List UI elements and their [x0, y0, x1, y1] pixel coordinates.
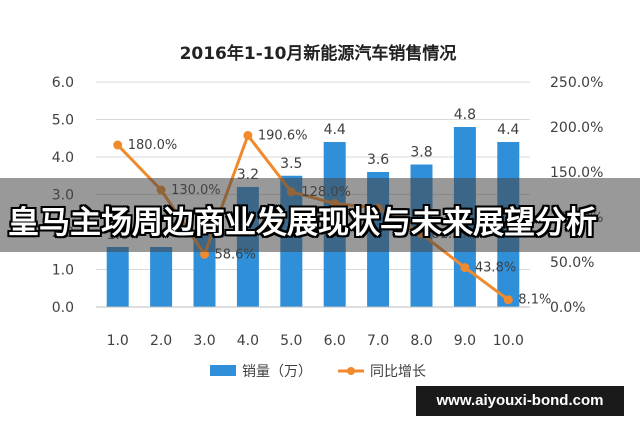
y-right-tick-label: 0.0% [550, 300, 586, 316]
bar-data-label: 3.5 [280, 156, 302, 172]
x-tick-label: 10.0 [493, 333, 524, 349]
line-data-label: 43.8% [475, 261, 516, 276]
bar-data-label: 3.6 [367, 152, 389, 168]
bar-data-label: 4.4 [324, 122, 346, 138]
line-point [503, 295, 513, 305]
x-tick-label: 9.0 [454, 333, 476, 349]
line-point [113, 140, 123, 150]
bar-data-label: 4.4 [497, 122, 519, 138]
chart-title: 2016年1-10月新能源汽车销售情况 [180, 43, 457, 64]
overlay-banner [0, 178, 640, 252]
y-right-tick-label: 250.0% [550, 75, 603, 91]
y-left-tick-label: 6.0 [52, 75, 74, 91]
bar [150, 247, 173, 307]
y-left-tick-label: 4.0 [52, 150, 74, 166]
bar-data-label: 3.8 [410, 145, 432, 161]
x-tick-label: 7.0 [367, 333, 389, 349]
legend-swatch-bars [210, 365, 236, 376]
x-tick-label: 2.0 [150, 333, 172, 349]
x-tick-label: 6.0 [324, 333, 346, 349]
y-right-tick-label: 50.0% [550, 255, 594, 271]
line-data-label: 180.0% [128, 138, 178, 153]
legend-marker-line [347, 367, 355, 375]
x-tick-label: 5.0 [280, 333, 302, 349]
legend: 销量（万） 同比增长 [210, 364, 426, 380]
legend-label-line: 同比增长 [370, 364, 426, 380]
overlay-banner-text: 皇马主场周边商业发展现状与未来展望分析 [8, 205, 597, 241]
bar [106, 247, 129, 307]
line-point [200, 249, 209, 259]
x-tick-label: 1.0 [107, 333, 129, 349]
x-tick-label: 8.0 [410, 333, 432, 349]
y-right-tick-label: 200.0% [550, 120, 603, 136]
line-data-label: 190.6% [258, 128, 308, 143]
line-point [460, 263, 470, 273]
legend-label-bars: 销量（万） [242, 364, 312, 380]
y-left-tick-label: 1.0 [52, 263, 74, 279]
y-right-tick-label: 150.0% [550, 165, 603, 181]
y-left-tick-label: 0.0 [52, 300, 74, 316]
line-data-label: 8.1% [518, 293, 551, 308]
x-tick-label: 4.0 [237, 333, 259, 349]
y-left-tick-label: 5.0 [52, 113, 74, 129]
x-tick-label: 3.0 [193, 333, 215, 349]
line-point [243, 130, 253, 140]
bar-data-label: 4.8 [454, 107, 476, 123]
url-badge: www.aiyouxi-bond.com [416, 386, 624, 416]
